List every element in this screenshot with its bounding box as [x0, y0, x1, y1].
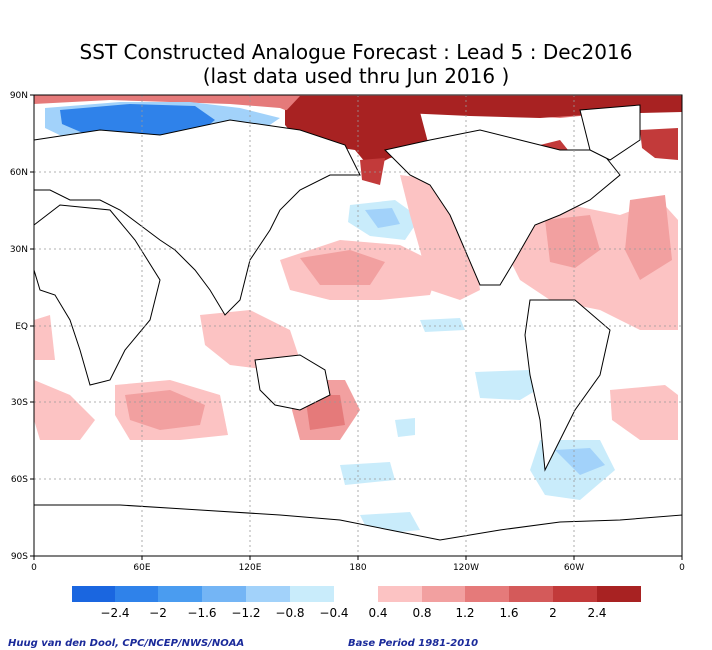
continent-outline — [524, 299, 611, 472]
continent-outline — [33, 204, 161, 386]
lat-label: EQ — [15, 322, 28, 332]
lon-labels: 0 60E 120E 180 120W 60W 0 — [31, 563, 685, 573]
lat-label: 60N — [10, 168, 28, 178]
cold-anomaly-region — [420, 318, 465, 332]
strong-warm-anomaly-region — [360, 158, 385, 185]
continent-outline — [33, 119, 361, 316]
lat-labels: 90N 60N 30N EQ 30S 60S 90S — [10, 91, 28, 562]
cold-anomaly-region — [395, 418, 415, 437]
legend-swatch — [115, 586, 158, 602]
warm-anomaly-region — [300, 250, 385, 285]
legend-label: 1.6 — [499, 606, 518, 620]
lon-label: 0 — [679, 563, 685, 573]
legend-label: 2.4 — [587, 606, 606, 620]
lat-label: 90S — [11, 552, 28, 562]
legend-label: 2 — [549, 606, 557, 620]
lon-label: 60E — [133, 563, 150, 573]
legend-label: −1.6 — [187, 606, 216, 620]
legend-swatch — [72, 586, 115, 602]
lon-label: 120E — [239, 563, 262, 573]
legend-swatch — [202, 586, 246, 602]
legend-swatch — [246, 586, 290, 602]
legend-swatch — [465, 586, 509, 602]
warm-anomaly-region — [125, 390, 205, 430]
cold-anomaly-region — [340, 462, 395, 485]
warm-anomaly-region — [34, 315, 55, 360]
legend-swatch — [553, 586, 597, 602]
map-subtitle: (last data used thru Jun 2016 ) — [202, 64, 510, 88]
cold-anomaly-region — [555, 448, 605, 475]
warm-anomaly-region — [400, 175, 480, 300]
legend-label: 1.2 — [455, 606, 474, 620]
warm-anomaly-region — [305, 395, 345, 430]
legend-swatch — [597, 586, 641, 602]
lat-label: 90N — [10, 91, 28, 101]
legend-label: −2 — [149, 606, 167, 620]
lat-label: 60S — [11, 475, 28, 485]
author-credit: Huug van den Dool, CPC/NCEP/NWS/NOAA — [8, 638, 245, 649]
legend-label: −0.4 — [319, 606, 348, 620]
strong-warm-anomaly-region — [640, 128, 678, 160]
cold-anomaly-region — [365, 208, 400, 228]
continent-outline — [384, 129, 621, 286]
legend-swatch — [378, 586, 422, 602]
continent-outline — [254, 354, 331, 411]
legend-label: −0.8 — [275, 606, 304, 620]
legend-swatch — [422, 586, 465, 602]
legend-swatch — [158, 586, 202, 602]
legend-label: −2.4 — [100, 606, 129, 620]
map-title: SST Constructed Analogue Forecast : Lead… — [79, 40, 633, 64]
legend-swatch — [509, 586, 553, 602]
legend-label: 0.8 — [412, 606, 431, 620]
lat-label: 30N — [10, 245, 28, 255]
axis-ticks — [30, 94, 683, 560]
legend-swatch — [290, 586, 334, 602]
warm-anomaly-region — [34, 380, 95, 440]
warm-anomaly-region — [545, 215, 600, 268]
legend-label: −1.2 — [231, 606, 260, 620]
cold-anomaly-region — [475, 370, 545, 400]
legend-label: 0.4 — [368, 606, 387, 620]
lon-label: 120W — [453, 563, 479, 573]
lon-label: 0 — [31, 563, 37, 573]
legend-labels: −2.4 −2 −1.6 −1.2 −0.8 −0.4 0.4 0.8 1.2 … — [100, 606, 606, 620]
color-legend: −2.4 −2 −1.6 −1.2 −0.8 −0.4 0.4 0.8 1.2 … — [72, 586, 641, 620]
warm-anomaly-region — [610, 385, 678, 440]
warm-anomaly-region — [625, 195, 672, 280]
lon-label: 60W — [564, 563, 584, 573]
continent-outline — [579, 104, 641, 161]
lat-label: 30S — [11, 398, 28, 408]
lon-label: 180 — [349, 563, 366, 573]
base-period-note: Base Period 1981-2010 — [348, 638, 479, 649]
graticule — [34, 95, 682, 556]
